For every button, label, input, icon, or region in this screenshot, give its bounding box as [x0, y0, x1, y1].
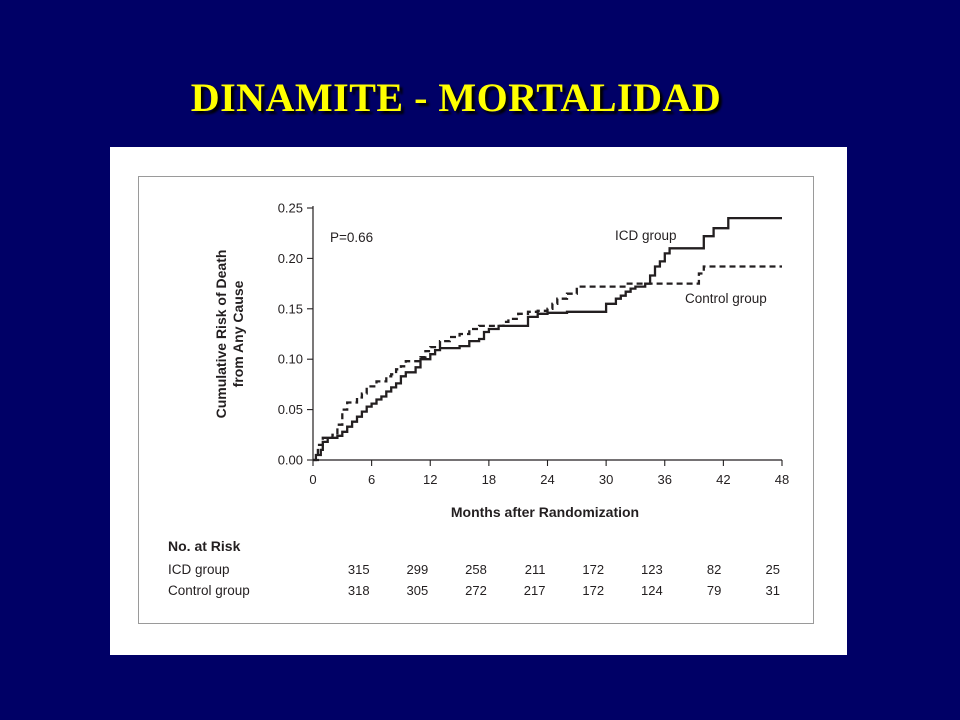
x-tick-label: 18: [482, 472, 496, 487]
figure-panel: 0.00 0.05 0.10 0.15 0.20 0.25 0 6 12 18 24 30 36 42 48…: [110, 147, 847, 655]
x-tick-label: 30: [599, 472, 613, 487]
risk-value: 172: [582, 583, 604, 598]
x-tick-label: 12: [423, 472, 437, 487]
y-axis-title-line-2: from Any Cause: [230, 280, 246, 387]
x-tick-label: 48: [775, 472, 789, 487]
series-lines: [313, 216, 782, 462]
risk-value: 305: [407, 583, 429, 598]
axes: [307, 206, 783, 466]
figure-frame: [138, 176, 814, 624]
risk-value: 272: [465, 583, 487, 598]
risk-table: No. at Risk ICD group 315 299 258 211 172 123 82…: [168, 538, 780, 598]
risk-value: 31: [766, 583, 780, 598]
p-value-label: P=0.66: [330, 230, 373, 245]
slide-title: DINAMITE - MORTALIDAD: [190, 75, 722, 120]
km-chart: 0.00 0.05 0.10 0.15 0.20 0.25 0 6 12 18 24 30 36 42 48…: [168, 201, 790, 599]
y-tick-label: 0.05: [278, 402, 303, 417]
control-group-label: Control group: [685, 291, 767, 306]
risk-value: 299: [407, 562, 429, 577]
x-tick-label: 0: [309, 472, 316, 487]
risk-value: 315: [348, 562, 370, 577]
y-tick-label: 0.25: [278, 201, 303, 216]
risk-value: 217: [524, 583, 546, 598]
risk-row-label: Control group: [168, 583, 250, 598]
risk-value: 172: [582, 562, 604, 577]
tick-labels: 0.00 0.05 0.10 0.15 0.20 0.25 0 6 12 18 24 30 36 42 48: [278, 201, 790, 488]
risk-value: 318: [348, 583, 370, 598]
y-axis-title-line-1: Cumulative Risk of Death: [213, 250, 229, 419]
y-tick-label: 0.15: [278, 301, 303, 316]
chart-labels: Months after Randomization Cumulative Ris…: [213, 228, 767, 520]
risk-value: 123: [641, 562, 663, 577]
x-tick-label: 36: [658, 472, 672, 487]
x-tick-label: 42: [716, 472, 730, 487]
x-tick-label: 6: [368, 472, 375, 487]
control-group-line: [313, 265, 782, 462]
risk-table-header: No. at Risk: [168, 538, 241, 554]
risk-value: 25: [766, 562, 780, 577]
risk-value: 82: [707, 562, 721, 577]
y-tick-label: 0.20: [278, 251, 303, 266]
risk-value: 124: [641, 583, 663, 598]
x-axis-title: Months after Randomization: [451, 504, 639, 520]
y-tick-label: 0.10: [278, 352, 303, 367]
y-axis-title: Cumulative Risk of Death from Any Cause: [213, 250, 246, 419]
icd-group-label: ICD group: [615, 228, 677, 243]
risk-value: 211: [525, 562, 546, 577]
x-tick-label: 24: [540, 472, 554, 487]
risk-row-label: ICD group: [168, 562, 230, 577]
risk-value: 258: [465, 562, 487, 577]
risk-value: 79: [707, 583, 721, 598]
icd-group-line: [313, 216, 782, 462]
y-tick-label: 0.00: [278, 453, 303, 468]
